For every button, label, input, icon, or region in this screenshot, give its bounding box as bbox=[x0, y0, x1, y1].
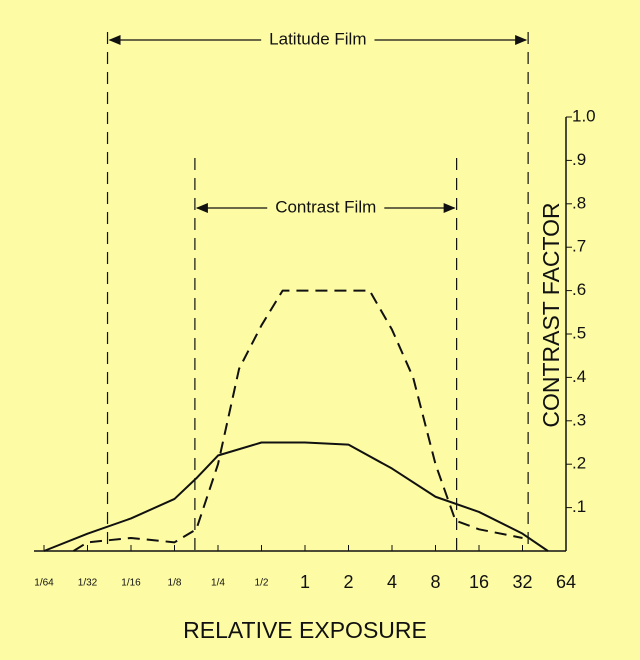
x-tick-label: 1/8 bbox=[168, 578, 182, 589]
x-tick-label: 1/2 bbox=[255, 578, 269, 589]
x-tick-label: 1/16 bbox=[121, 578, 141, 589]
y-tick-label: .3 bbox=[572, 410, 586, 429]
x-tick-label: 32 bbox=[512, 572, 532, 592]
x-tick-label: 1 bbox=[300, 572, 310, 592]
y-tick-label: .5 bbox=[572, 323, 586, 342]
x-tick-label: 16 bbox=[469, 572, 489, 592]
y-tick-label: .7 bbox=[572, 237, 586, 256]
y-tick-label: .6 bbox=[572, 280, 586, 299]
y-tick-label: 1.0 bbox=[572, 106, 596, 125]
arrowhead bbox=[195, 203, 208, 213]
x-tick-label: 8 bbox=[430, 572, 440, 592]
y-tick-label: .1 bbox=[572, 497, 586, 516]
y-axis-label: CONTRAST FACTOR bbox=[538, 202, 564, 427]
x-tick-label: 1/64 bbox=[34, 578, 54, 589]
y-tick-label: .4 bbox=[572, 367, 586, 386]
x-tick-label: 64 bbox=[556, 572, 576, 592]
y-tick-label: .9 bbox=[572, 150, 586, 169]
arrowhead bbox=[515, 35, 528, 45]
y-tick-label: .8 bbox=[572, 193, 586, 212]
x-tick-label: 2 bbox=[343, 572, 353, 592]
series-label: Latitude Film bbox=[269, 29, 366, 48]
arrowhead bbox=[108, 35, 121, 45]
x-tick-label: 1/4 bbox=[211, 578, 225, 589]
arrowhead bbox=[443, 203, 456, 213]
series-line bbox=[43, 441, 549, 552]
x-tick-label: 1/32 bbox=[78, 578, 98, 589]
y-tick-label: .2 bbox=[572, 454, 586, 473]
series-line bbox=[72, 289, 523, 552]
x-axis-label: RELATIVE EXPOSURE bbox=[183, 617, 427, 643]
series-label: Contrast Film bbox=[275, 197, 376, 216]
x-tick-label: 4 bbox=[387, 572, 397, 592]
